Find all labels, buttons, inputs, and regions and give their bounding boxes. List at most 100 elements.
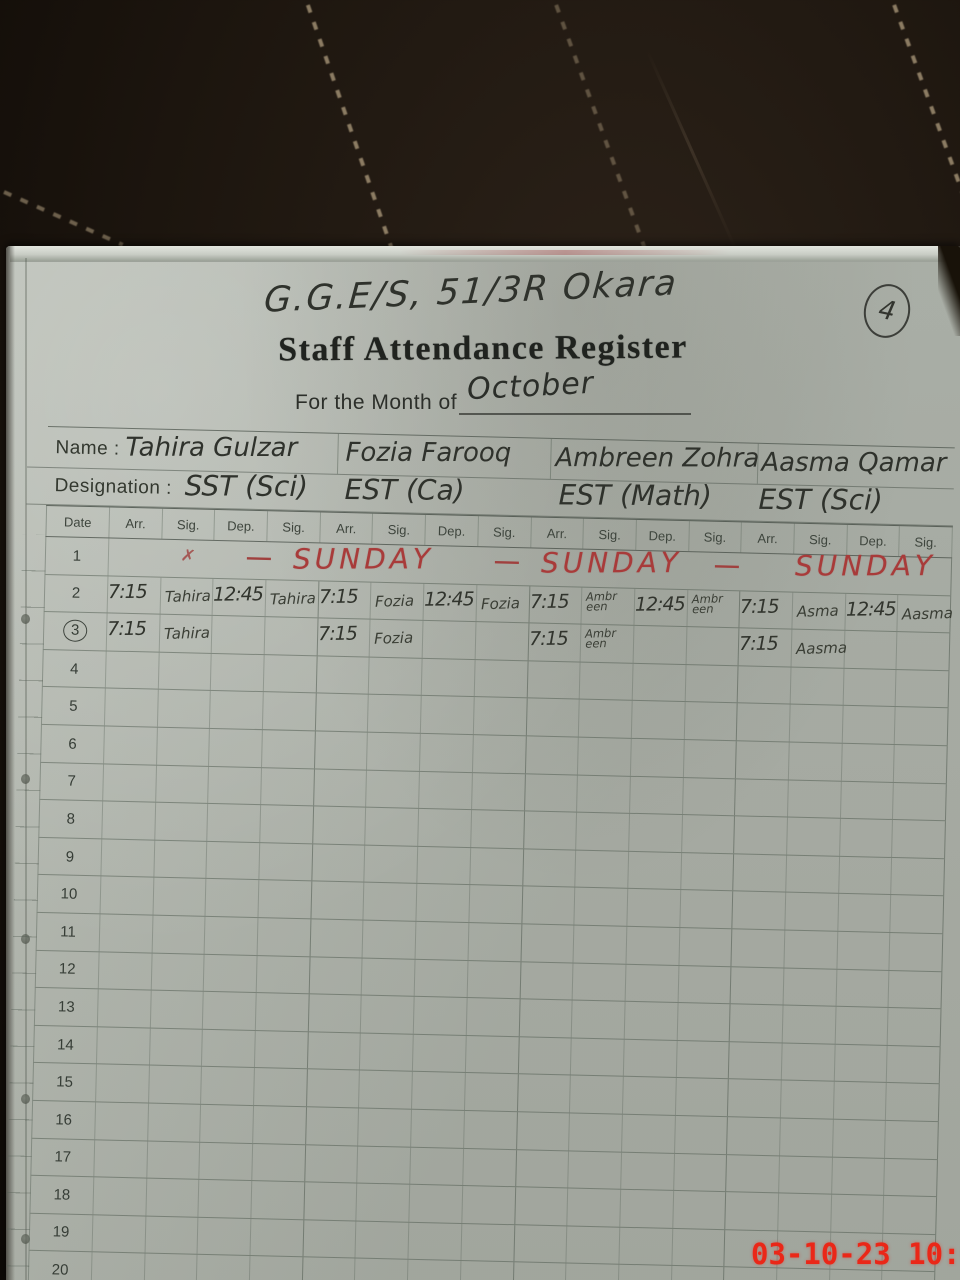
register-cell	[421, 658, 476, 697]
register-cell	[633, 626, 687, 664]
register-cell	[96, 1027, 151, 1065]
register-cell	[733, 854, 788, 892]
register-cell	[104, 688, 159, 727]
register-cell	[314, 731, 369, 770]
register-cell	[513, 1262, 567, 1280]
register-cell: Aasma	[791, 629, 847, 668]
register-cell	[261, 767, 315, 806]
month-underline: October	[459, 366, 692, 415]
register-cell	[198, 1179, 253, 1218]
register-cell	[574, 887, 629, 926]
name-label: Name :	[55, 437, 120, 460]
register-cell	[578, 737, 632, 776]
register-cell	[315, 693, 370, 732]
date-cell: 9	[37, 837, 103, 876]
register-cell	[675, 1078, 730, 1117]
register-cell: Ambreen	[580, 624, 635, 663]
register-cell	[305, 1107, 360, 1146]
register-cell	[831, 1157, 886, 1196]
register-cell	[883, 1196, 938, 1234]
handwritten-time: 7:15	[740, 595, 779, 618]
date-number: 18	[53, 1186, 71, 1204]
staff-name-1: Tahira Gulzar	[125, 432, 298, 464]
register-cell	[896, 632, 951, 671]
handwritten-time: 7:15	[107, 580, 147, 603]
register-cell	[573, 925, 628, 964]
register-cell	[632, 663, 687, 702]
register-cell	[98, 951, 153, 990]
column-header: Sig.	[267, 511, 321, 543]
designation-label: Designation :	[54, 475, 173, 499]
sunday-dash: —	[714, 551, 740, 580]
register-cell	[621, 1152, 675, 1191]
register-cell	[147, 1103, 202, 1142]
register-cell	[303, 1219, 357, 1258]
attendance-table: Date Arr. Sig. Dep. Sig. Arr. Sig. Dep. Sig. Arr.…	[6, 504, 954, 1280]
register-cell	[259, 842, 313, 881]
register-cell	[201, 1067, 255, 1105]
register-cell	[785, 892, 839, 931]
register-cell	[889, 932, 944, 971]
register-cell	[885, 1120, 939, 1159]
sunday-word: SUNDAY	[794, 549, 937, 583]
handwritten-time: 12:45	[424, 587, 475, 611]
register-cell	[368, 695, 422, 733]
register-cell	[626, 926, 680, 965]
register-cell	[887, 1045, 941, 1084]
register-cell	[469, 885, 523, 924]
month-label: For the Month of	[295, 391, 458, 414]
register-cell	[784, 930, 838, 969]
date-cell: 1	[44, 536, 110, 576]
register-cell	[673, 1153, 728, 1192]
register-cell	[362, 958, 416, 996]
register-cell	[369, 657, 423, 696]
register-cell	[302, 1257, 356, 1280]
handwritten-signature: Ambreen	[585, 588, 618, 614]
register-cell	[568, 1150, 622, 1189]
register-cell	[521, 886, 576, 925]
register-cell	[263, 654, 318, 693]
register-cell	[624, 1001, 679, 1040]
date-cell: 7	[39, 762, 105, 801]
register-cell	[308, 994, 363, 1033]
register-cell	[514, 1187, 569, 1226]
register-cell	[419, 771, 473, 810]
date-cell: 17	[30, 1138, 96, 1177]
register-cell	[629, 776, 684, 815]
staff-designation-2: EST (Ca)	[344, 473, 465, 507]
register-cell	[461, 1223, 515, 1262]
register-cell	[363, 920, 417, 959]
register-cell	[836, 969, 890, 1008]
register-cell: Ambreen	[581, 587, 636, 626]
register-cell	[157, 690, 212, 728]
register-cell	[890, 895, 945, 934]
binding-stitch	[21, 774, 30, 784]
register-cell	[304, 1182, 358, 1221]
sheet-body: Name : Designation : Tahira Gulzar Fozia…	[6, 426, 955, 1280]
binding-crease	[25, 258, 27, 1280]
register-cell	[527, 661, 581, 699]
register-cell	[311, 881, 365, 920]
register-cell	[105, 651, 160, 690]
staff-name-4: Aasma Qamar	[761, 447, 947, 479]
register-cell	[211, 653, 265, 692]
register-cell	[202, 1029, 256, 1068]
handwritten-signature: Aasma	[901, 603, 954, 624]
register-cell	[681, 815, 736, 854]
register-cell	[886, 1083, 940, 1122]
date-cell: 12	[34, 950, 100, 989]
register-cell	[208, 766, 263, 805]
register-cell	[355, 1258, 409, 1280]
register-cell	[679, 890, 734, 929]
register-cell	[355, 1221, 410, 1260]
register-cell: 12:45	[845, 593, 899, 632]
date-number: 3	[62, 619, 88, 643]
register-cell	[102, 801, 156, 840]
register-cell	[93, 1177, 147, 1216]
register-cell	[732, 891, 787, 930]
binding-stitch	[21, 1094, 30, 1104]
column-header: Sig.	[162, 508, 216, 540]
register-cell	[203, 991, 257, 1030]
register-cell	[205, 879, 260, 918]
couch-stitch-seam	[300, 0, 402, 273]
